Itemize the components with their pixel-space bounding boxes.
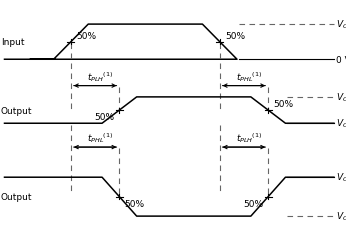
Text: Output: Output [1,106,32,115]
Text: 0 V: 0 V [336,56,346,64]
Text: 50%: 50% [76,32,96,40]
Text: $V_{OL}$: $V_{OL}$ [336,118,346,130]
Text: 50%: 50% [225,32,245,40]
Text: $t_{PLH}$$^{(1)}$: $t_{PLH}$$^{(1)}$ [236,131,262,144]
Text: $t_{PHL}$$^{(1)}$: $t_{PHL}$$^{(1)}$ [87,131,113,144]
Text: $V_{OL}$: $V_{OL}$ [336,210,346,222]
Text: $V_{OH}$: $V_{OH}$ [336,91,346,104]
Text: 50%: 50% [125,199,145,208]
Text: 50%: 50% [273,100,293,108]
Text: 50%: 50% [94,112,114,122]
Text: $t_{PHL}$$^{(1)}$: $t_{PHL}$$^{(1)}$ [236,70,262,83]
Text: $V_{CC}$: $V_{CC}$ [336,19,346,31]
Text: $V_{OH}$: $V_{OH}$ [336,171,346,184]
Text: 50%: 50% [243,199,263,208]
Text: $t_{PLH}$$^{(1)}$: $t_{PLH}$$^{(1)}$ [87,70,113,83]
Text: Output: Output [1,192,32,201]
Text: Input: Input [1,38,24,47]
